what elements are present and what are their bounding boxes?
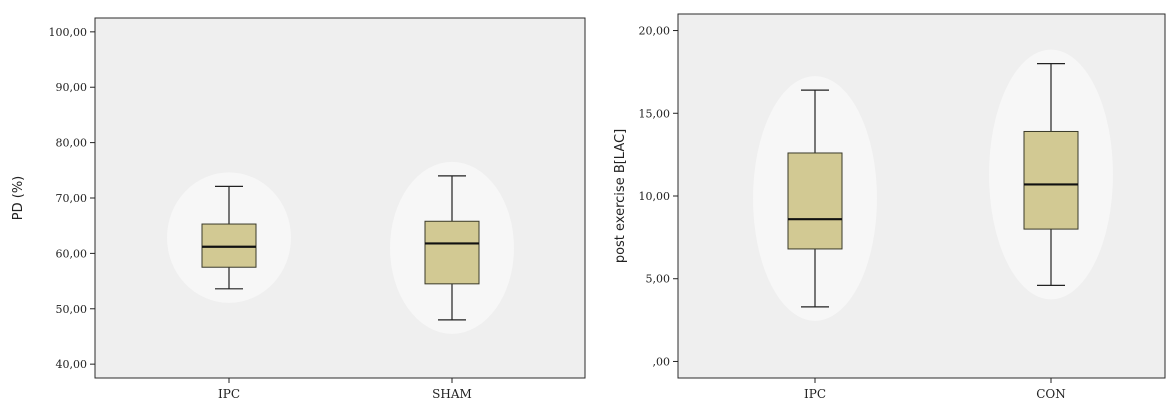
box-sham [390, 161, 514, 334]
chart-1: 40,00 50,00 60,00 70,00 80,00 90,00 100,00 PD (… [11, 17, 586, 401]
box-con [989, 49, 1113, 300]
y-tick-label: 80,00 [56, 137, 88, 150]
y-tick-label: 20,00 [639, 25, 671, 38]
x-tick-label: IPC [218, 387, 240, 401]
x-tick-label: IPC [804, 387, 826, 401]
box-ipc [753, 76, 877, 321]
box-iqr [787, 152, 843, 250]
y-tick-label: 90,00 [56, 81, 88, 94]
y-tick-label: 10,00 [639, 190, 671, 203]
y-tick-label: 40,00 [56, 358, 88, 371]
y-tick-label: 50,00 [56, 303, 88, 316]
chart-2: ,00 5,00 10,00 15,00 20,00 post exercise B[LA… [613, 13, 1166, 401]
y-tick-label: 15,00 [639, 107, 671, 120]
y-tick-label: 70,00 [56, 192, 88, 205]
y-tick-label: 60,00 [56, 247, 88, 260]
box-ipc [167, 172, 291, 303]
y-axis-label: post exercise B[LAC] [613, 129, 628, 263]
y-tick-label: 5,00 [646, 273, 671, 286]
x-tick-label: SHAM [432, 387, 472, 401]
x-tick-label: CON [1036, 387, 1066, 401]
box-iqr [424, 220, 480, 285]
box-iqr [201, 223, 257, 268]
y-tick-label: ,00 [653, 355, 671, 368]
box-iqr [1023, 130, 1079, 230]
y-tick-label: 100,00 [49, 26, 88, 39]
plot-area [94, 17, 586, 379]
y-axis-label: PD (%) [11, 176, 26, 220]
